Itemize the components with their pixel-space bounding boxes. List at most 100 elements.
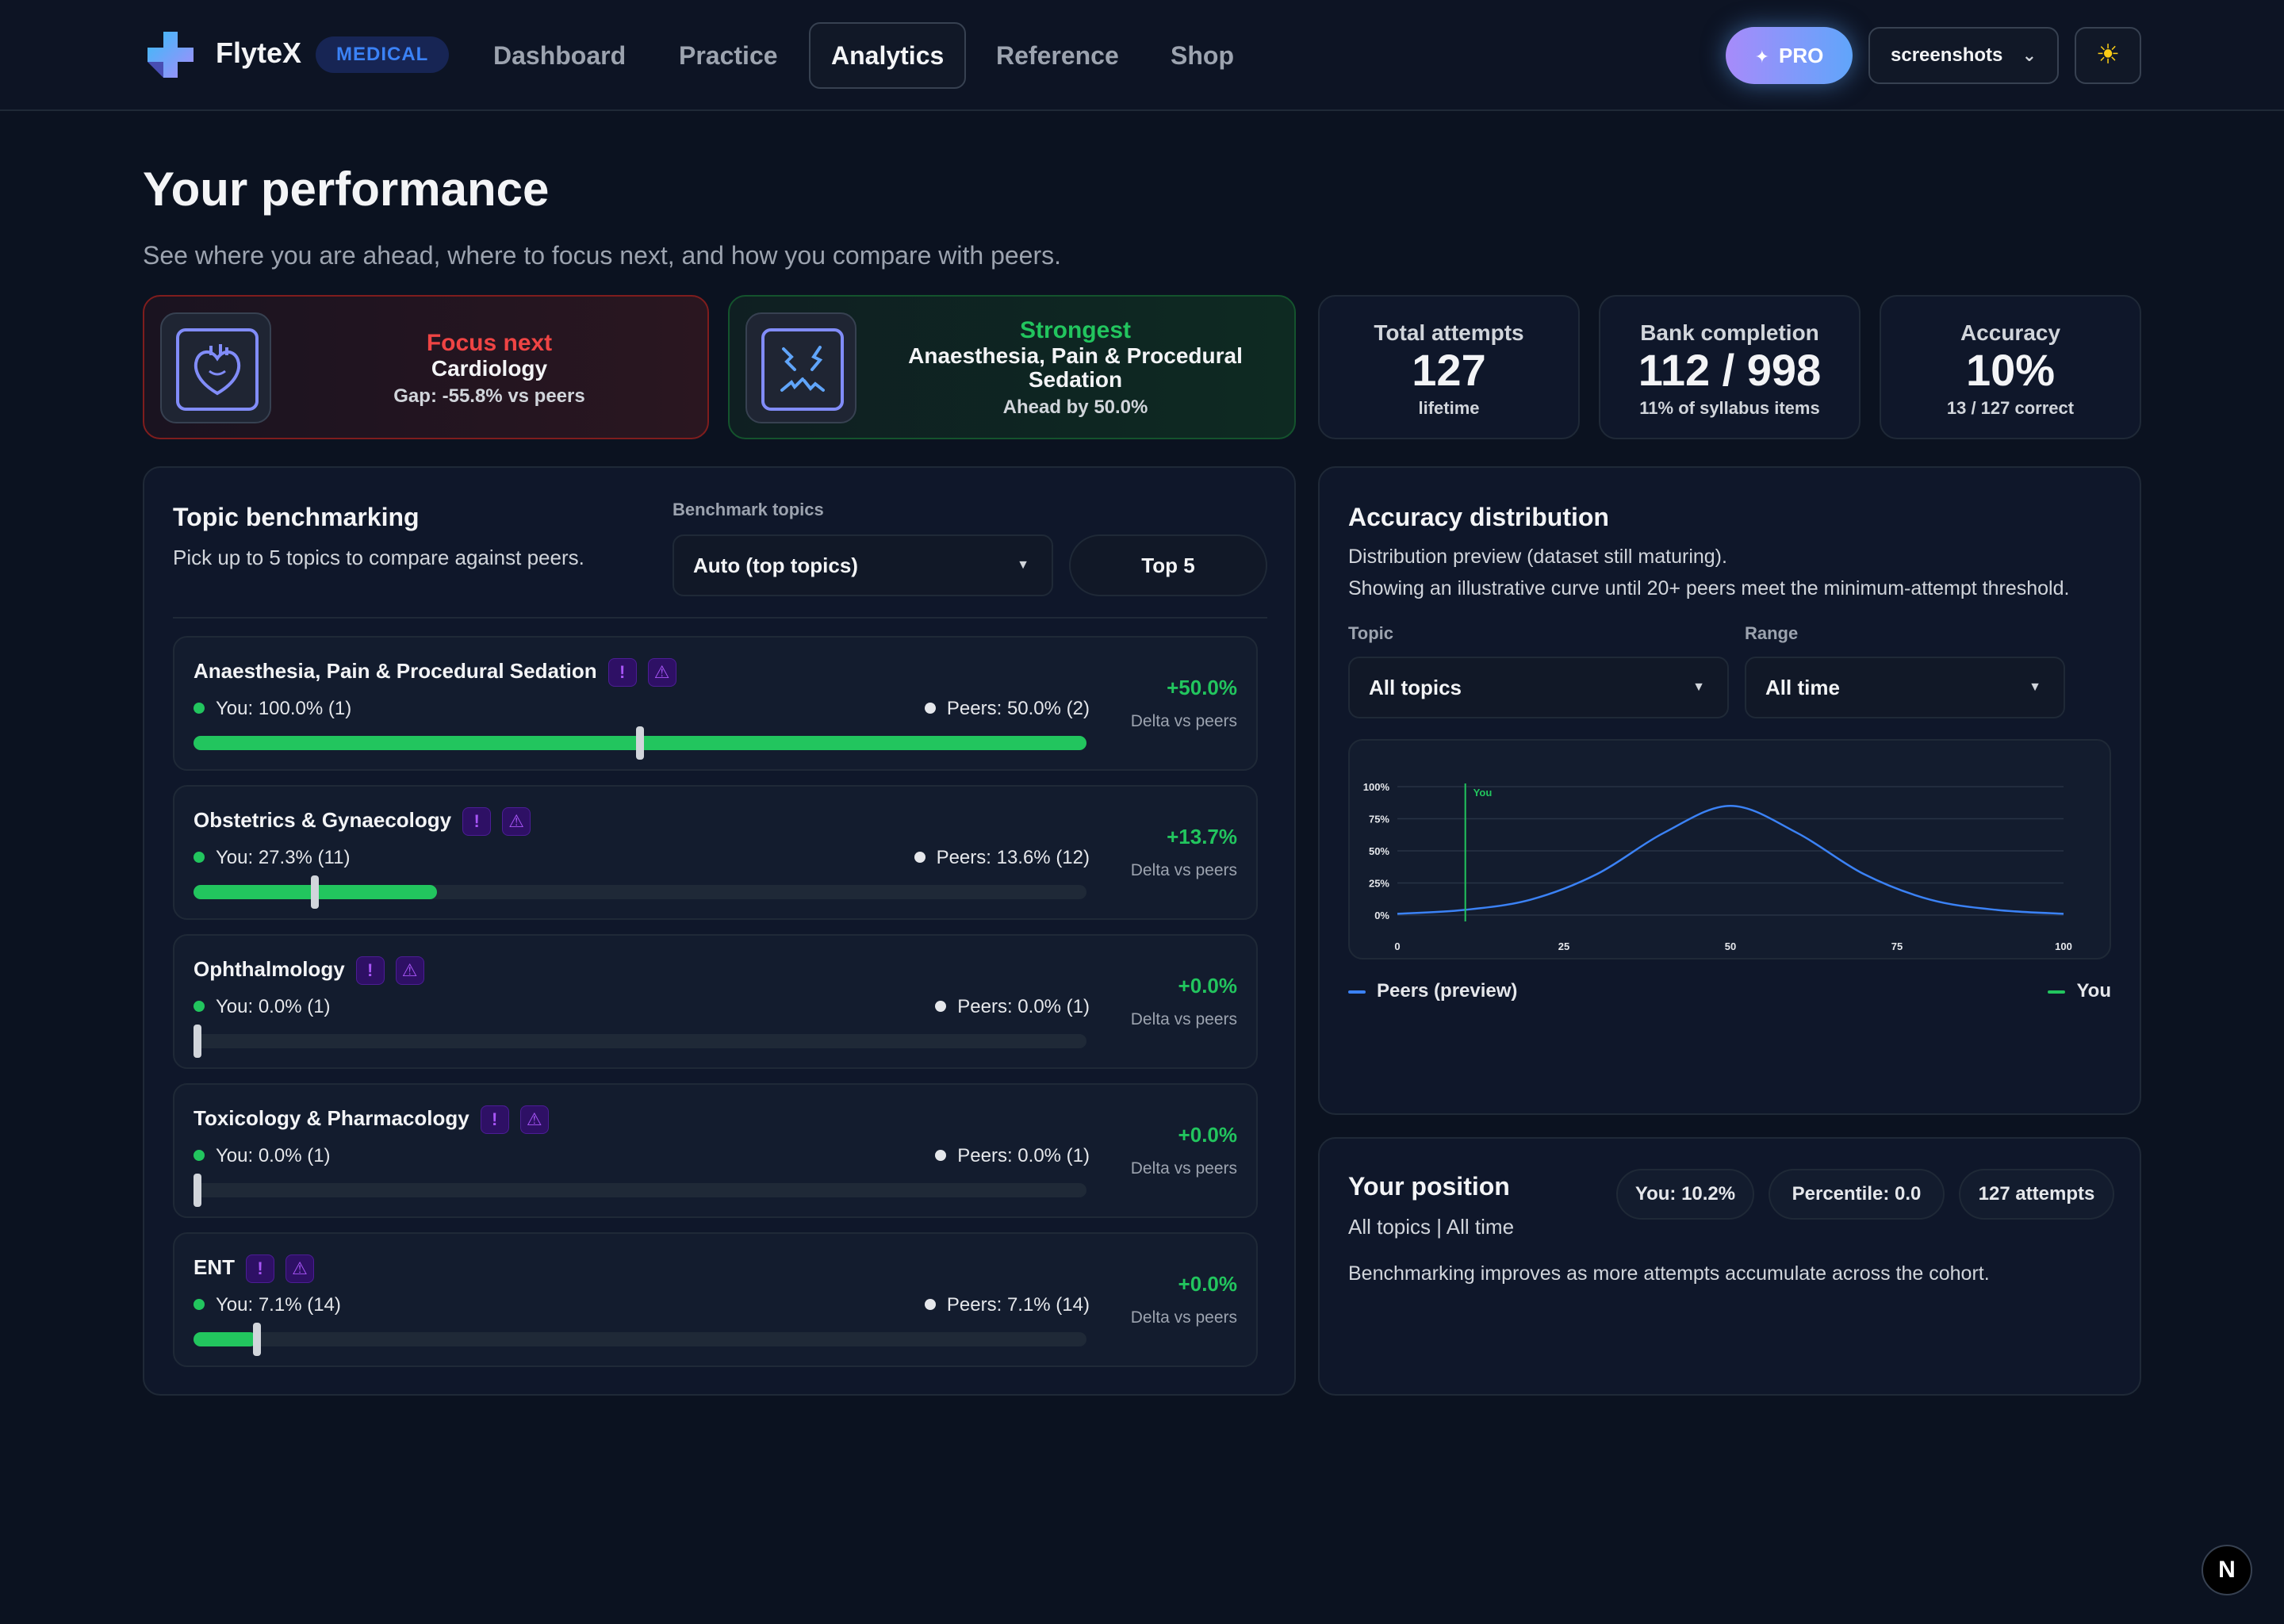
- x-tick-label: 50: [1725, 940, 1736, 952]
- nav-analytics[interactable]: Analytics: [809, 22, 967, 89]
- delta-value: +0.0%: [1178, 1272, 1237, 1296]
- warning-triangle-icon[interactable]: ⚠: [502, 807, 531, 836]
- sparkle-icon: ✦: [1754, 47, 1770, 67]
- page-title: Your performance: [143, 163, 550, 216]
- benchmark-topics-select[interactable]: Auto (top topics) ▼: [673, 534, 1053, 596]
- peer-marker: [194, 1174, 201, 1207]
- divider: [173, 617, 1267, 619]
- peer-score: Peers: 50.0% (2): [924, 698, 1090, 720]
- x-tick-label: 0: [1394, 940, 1400, 952]
- info-badge-icon[interactable]: !: [246, 1254, 274, 1283]
- accuracy-distribution-panel: Accuracy distribution Distribution previ…: [1318, 466, 2141, 1115]
- top-navigation-bar: FlyteX MEDICAL Dashboard Practice Analyt…: [0, 0, 2284, 111]
- topic-row[interactable]: Obstetrics & Gynaecology! ⚠ You: 27.3% (11…: [173, 785, 1258, 920]
- warning-triangle-icon[interactable]: ⚠: [395, 956, 424, 985]
- you-dot-icon: [194, 1299, 205, 1310]
- topic-name: Ophthalmology! ⚠: [194, 956, 424, 985]
- topic-name: Toxicology & Pharmacology! ⚠: [194, 1105, 549, 1134]
- strongest-detail: Ahead by 50.0%: [1002, 396, 1148, 418]
- peer-dot-icon: [935, 1001, 947, 1012]
- your-position-panel: Your position All topics | All time You:…: [1318, 1137, 2141, 1396]
- progress-track: [194, 1323, 1086, 1356]
- you-dot-icon: [194, 703, 205, 714]
- warning-triangle-icon[interactable]: ⚠: [519, 1105, 549, 1134]
- nav-reference[interactable]: Reference: [996, 41, 1119, 70]
- pro-button[interactable]: ✦ PRO: [1726, 27, 1853, 84]
- topic-name-text: Anaesthesia, Pain & Procedural Sedation: [194, 658, 597, 683]
- info-badge-icon[interactable]: !: [462, 807, 492, 836]
- topic-row[interactable]: Anaesthesia, Pain & Procedural Sedation!…: [173, 636, 1258, 771]
- topic-filter-value: All topics: [1369, 676, 1462, 699]
- logo-icon[interactable]: [146, 30, 195, 79]
- progress-track: [194, 1025, 1086, 1058]
- position-note: Benchmarking improves as more attempts a…: [1348, 1262, 1990, 1285]
- heart-icon: [176, 328, 259, 411]
- distribution-chart-svg: 0% 25% 50% 75% 100% 0 25 50 75 100 You: [1363, 781, 2072, 952]
- benchmark-select-value: Auto (top topics): [693, 553, 858, 577]
- stat-label: Accuracy: [1960, 320, 2061, 345]
- info-badge-icon[interactable]: !: [607, 658, 637, 687]
- strongest-card[interactable]: Strongest Anaesthesia, Pain & Procedural…: [728, 295, 1296, 439]
- delta-value: +50.0%: [1167, 676, 1237, 699]
- you-dot-icon: [194, 1150, 205, 1161]
- strongest-topic: Anaesthesia, Pain & Procedural Sedation: [908, 343, 1243, 392]
- peer-marker: [252, 1323, 261, 1356]
- topic-row[interactable]: Ophthalmology! ⚠ You: 0.0% (1) Peers: 0.0% …: [173, 934, 1258, 1069]
- topic-row[interactable]: ENT! ⚠ You: 7.1% (14) Peers: 7.1% (14) +0.0%…: [173, 1232, 1258, 1367]
- topic-filter-label: Topic: [1348, 623, 1394, 643]
- peer-dot-icon: [924, 703, 936, 714]
- chevron-down-icon: ⌄: [2021, 45, 2037, 65]
- warning-triangle-icon[interactable]: ⚠: [286, 1254, 314, 1283]
- peer-dot-icon: [914, 852, 925, 863]
- peer-score: Peers: 0.0% (1): [935, 996, 1090, 1018]
- page-subtitle: See where you are ahead, where to focus …: [143, 241, 1062, 270]
- position-subtitle: All topics | All time: [1348, 1215, 1515, 1239]
- you-score: You: 0.0% (1): [194, 996, 331, 1018]
- peer-score-text: Peers: 0.0% (1): [957, 996, 1090, 1017]
- y-tick-label: 100%: [1363, 781, 1390, 793]
- brand-name[interactable]: FlyteX: [216, 36, 302, 69]
- caret-down-icon: ▼: [1692, 680, 1705, 694]
- caret-down-icon: ▼: [1017, 558, 1029, 572]
- you-score-text: You: 0.0% (1): [216, 996, 331, 1017]
- top-5-button[interactable]: Top 5: [1069, 534, 1267, 596]
- benchmark-subtitle: Pick up to 5 topics to compare against p…: [173, 546, 584, 569]
- nav-dashboard[interactable]: Dashboard: [493, 41, 627, 70]
- topic-name: ENT! ⚠: [194, 1254, 314, 1283]
- nav-shop[interactable]: Shop: [1171, 41, 1234, 70]
- warning-triangle-icon[interactable]: ⚠: [647, 658, 676, 687]
- next-dev-indicator[interactable]: N: [2202, 1545, 2252, 1595]
- progress-track: [194, 1174, 1086, 1207]
- peer-score: Peers: 0.0% (1): [935, 1145, 1090, 1167]
- focus-icon-box: [160, 312, 271, 423]
- strongest-icon-box: [745, 312, 856, 423]
- topic-row[interactable]: Toxicology & Pharmacology! ⚠ You: 0.0% (1)…: [173, 1083, 1258, 1218]
- range-filter-value: All time: [1765, 676, 1840, 699]
- focus-detail: Gap: -55.8% vs peers: [393, 385, 585, 407]
- stat-accuracy: Accuracy 10% 13 / 127 correct: [1880, 295, 2141, 439]
- delta-caption: Delta vs peers: [1130, 1010, 1237, 1028]
- stat-bank-completion: Bank completion 112 / 998 11% of syllabu…: [1599, 295, 1861, 439]
- you-score: You: 0.0% (1): [194, 1145, 331, 1167]
- nav-practice[interactable]: Practice: [679, 41, 778, 70]
- focus-next-card[interactable]: Focus next Cardiology Gap: -55.8% vs pee…: [143, 295, 709, 439]
- peer-marker: [636, 726, 644, 760]
- benchmark-title: Topic benchmarking: [173, 503, 420, 531]
- chip-attempts: 127 attempts: [1959, 1169, 2114, 1220]
- benchmark-select-label: Benchmark topics: [673, 500, 824, 519]
- you-marker-label: You: [1473, 787, 1493, 799]
- info-badge-icon[interactable]: !: [480, 1105, 509, 1134]
- topic-filter-select[interactable]: All topics ▼: [1348, 657, 1729, 718]
- chip-you-accuracy: You: 10.2%: [1616, 1169, 1754, 1220]
- legend-you-label: You: [2076, 980, 2111, 1002]
- info-badge-icon[interactable]: !: [355, 956, 385, 985]
- stat-value: 112 / 998: [1638, 345, 1822, 395]
- theme-toggle-button[interactable]: ☀: [2075, 27, 2141, 84]
- user-menu-button[interactable]: screenshots ⌄: [1868, 27, 2059, 84]
- caret-down-icon: ▼: [2029, 680, 2041, 694]
- y-tick-label: 0%: [1374, 910, 1389, 921]
- stat-sub: 11% of syllabus items: [1639, 398, 1820, 418]
- you-score-text: You: 100.0% (1): [216, 698, 352, 719]
- focus-label: Focus next: [426, 330, 553, 356]
- range-filter-select[interactable]: All time ▼: [1745, 657, 2065, 718]
